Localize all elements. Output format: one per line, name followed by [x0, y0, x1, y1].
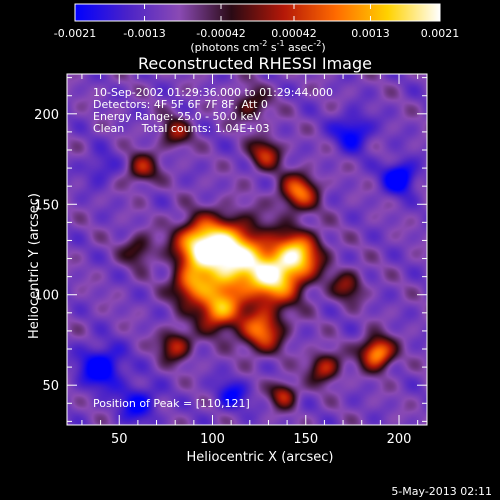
y-tick-label: 50	[42, 379, 59, 394]
colorbar-gradient	[74, 3, 441, 22]
x-axis-label: Heliocentric X (arcsec)	[187, 450, 334, 465]
colorbar-tick-label: -0.0013	[123, 27, 165, 40]
info-text: 10-Sep-2002 01:29:36.000 to 01:29:44.000…	[93, 86, 333, 410]
peak-position: Position of Peak = [110,121]	[93, 397, 250, 410]
x-tick-label: 150	[293, 432, 318, 447]
axis-ticks: 50 100 150 200 50 100 150 200	[34, 74, 427, 447]
time-range: 10-Sep-2002 01:29:36.000 to 01:29:44.000	[93, 86, 333, 99]
x-tick-label: 200	[387, 432, 412, 447]
colorbar-ticks: -0.0021 -0.0013 -0.00042 0.00042 0.0013 0.002…	[54, 4, 459, 40]
y-tick-label: 200	[34, 108, 59, 123]
clean-counts: Clean Total counts: 1.04E+03	[93, 122, 270, 135]
colorbar: -0.0021 -0.0013 -0.00042 0.00042 0.0013 0.002…	[54, 3, 459, 54]
heatmap-canvas	[67, 74, 427, 425]
plot-border	[66, 73, 428, 426]
colorbar-tick-label: 0.00042	[271, 27, 317, 40]
y-tick-label: 150	[34, 198, 59, 213]
chart-title: Reconstructed RHESSI Image	[138, 54, 372, 73]
colorbar-tick-label: -0.00042	[196, 27, 245, 40]
x-tick-label: 100	[200, 432, 225, 447]
energy-range: Energy Range: 25.0 - 50.0 keV	[93, 110, 261, 123]
colorbar-tick-label: 0.0021	[421, 27, 460, 40]
y-axis-label: Heliocentric Y (arcsec)	[27, 193, 42, 339]
colorbar-tick-label: -0.0021	[54, 27, 96, 40]
colorbar-units: (photons cm-2 s-1 asec-2)	[190, 39, 325, 54]
y-tick-label: 100	[34, 289, 59, 304]
image-frame: 50 100 150 200 50 100 150 200	[34, 73, 428, 447]
footer-date: 5-May-2013 02:11	[391, 485, 492, 498]
x-tick-label: 50	[111, 432, 128, 447]
colorbar-tick-label: 0.0013	[351, 27, 390, 40]
detectors: Detectors: 4F 5F 6F 7F 8F, Att 0	[93, 98, 268, 111]
